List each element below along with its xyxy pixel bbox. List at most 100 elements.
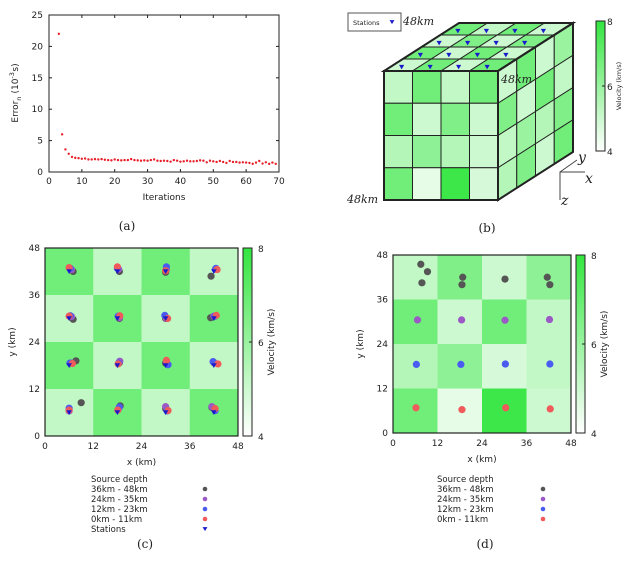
d-x-tick-label: 12	[432, 439, 443, 449]
a-data-point	[238, 161, 241, 164]
b-station-marker	[455, 28, 461, 34]
a-data-point	[106, 158, 110, 162]
c-station-marker	[162, 363, 169, 369]
d-legend-label: 36km - 48km	[437, 485, 494, 495]
b-colorbar-tick-label: 6	[607, 83, 613, 93]
b-front-cell	[440, 70, 470, 104]
a-data-point	[267, 162, 271, 166]
d-source-point	[501, 360, 509, 368]
a-x-tick-label: 50	[208, 177, 220, 187]
d-legend-label: 0km - 11km	[437, 515, 488, 525]
b-axis-y-label: y	[577, 150, 587, 166]
b-station-marker	[474, 52, 480, 58]
b-front-cell	[440, 135, 470, 169]
b-axes-icon	[559, 159, 585, 200]
a-data-point	[80, 157, 84, 161]
b-axis-x-label: x	[585, 171, 593, 187]
a-data-point	[175, 159, 179, 162]
a-data-point	[126, 158, 130, 162]
a-y-tick-label: 5	[37, 137, 43, 147]
caption-a: (a)	[119, 219, 136, 233]
a-x-tick-label: 0	[46, 177, 52, 187]
b-station-marker	[465, 40, 471, 46]
c-source-point	[113, 263, 121, 271]
d-colorbar-tick-label: 4	[591, 430, 597, 440]
a-x-axis-label: Iterations	[143, 193, 186, 203]
a-data-point	[120, 159, 123, 162]
d-y-tick-label: 36	[377, 296, 389, 306]
a-data-point	[64, 148, 67, 151]
a-data-point	[169, 160, 172, 163]
b-station-marker	[483, 28, 489, 34]
a-data-point	[192, 160, 195, 163]
c-source-point	[77, 399, 85, 407]
a-data-point	[139, 159, 143, 162]
b-station-marker	[436, 40, 442, 46]
d-legend-title: Source depth	[437, 475, 494, 485]
d-legend-label: 24km - 35km	[437, 495, 494, 505]
c-y-tick-label: 0	[34, 432, 40, 442]
b-front-cell	[440, 102, 470, 136]
a-data-point	[254, 161, 258, 164]
b-front-cell	[440, 167, 470, 201]
d-source-point	[546, 360, 554, 368]
b-axis-z-label: z	[560, 193, 569, 209]
b-front-cell	[412, 167, 442, 201]
d-legend-label: 12km - 23km	[437, 505, 494, 515]
a-data-point	[258, 159, 261, 163]
b-legend-label: Stations	[353, 19, 380, 27]
a-data-point	[231, 160, 235, 164]
c-colorbar-label: Velocity (km/s)	[267, 309, 277, 376]
a-data-point	[67, 152, 70, 155]
a-data-point	[152, 158, 156, 161]
b-front-cell	[412, 135, 442, 169]
c-plot-frame	[44, 247, 239, 437]
caption-c: (c)	[137, 537, 153, 551]
d-x-axis-label: x (km)	[467, 455, 496, 465]
c-station-marker	[211, 363, 217, 369]
d-x-tick-label: 36	[521, 439, 533, 449]
d-x-tick-label: 0	[390, 439, 396, 449]
b-station-marker	[427, 64, 433, 70]
c-x-tick-label: 36	[184, 442, 196, 452]
c-y-tick-label: 48	[29, 244, 41, 254]
b-side-outline	[497, 21, 574, 202]
a-x-tick-label: 30	[142, 177, 154, 187]
a-data-point	[208, 159, 212, 162]
c-colorbar-tick-label: 4	[258, 433, 264, 443]
b-edge-label-back: 48km	[402, 15, 434, 28]
c-station-marker	[211, 316, 217, 322]
a-plot-frame	[48, 14, 280, 173]
a-data-point	[133, 158, 136, 162]
a-data-point	[195, 159, 199, 163]
d-source-point	[501, 316, 509, 324]
caption-d: (d)	[476, 537, 493, 551]
a-data-point	[87, 158, 90, 161]
a-data-point	[60, 133, 64, 136]
a-y-axis-label-part: n	[15, 97, 23, 101]
c-station-marker	[162, 410, 169, 416]
c-legend-dot	[202, 486, 208, 492]
b-front-cell	[383, 102, 413, 136]
d-source-point	[418, 279, 426, 287]
b-station-marker	[493, 40, 499, 46]
d-source-point	[412, 360, 420, 368]
d-y-axis-label: y (km)	[356, 329, 366, 358]
a-x-tick-label: 10	[76, 177, 88, 187]
a-data-point	[70, 155, 74, 159]
a-x-tick-label: 40	[175, 177, 187, 187]
c-station-marker	[114, 269, 121, 275]
c-x-tick-label: 24	[136, 442, 148, 452]
c-legend-title: Source depth	[91, 475, 148, 485]
c-legend-station-icon	[202, 527, 208, 532]
a-data-point	[225, 161, 228, 165]
c-y-tick-label: 24	[29, 338, 41, 348]
c-legend-dot	[202, 496, 208, 502]
a-data-point	[218, 159, 222, 163]
c-station-marker	[66, 363, 72, 369]
b-colorbar-tick-label: 8	[607, 18, 613, 28]
a-y-tick-label: 15	[32, 74, 43, 84]
d-source-point	[413, 316, 422, 324]
a-data-point	[103, 158, 107, 161]
